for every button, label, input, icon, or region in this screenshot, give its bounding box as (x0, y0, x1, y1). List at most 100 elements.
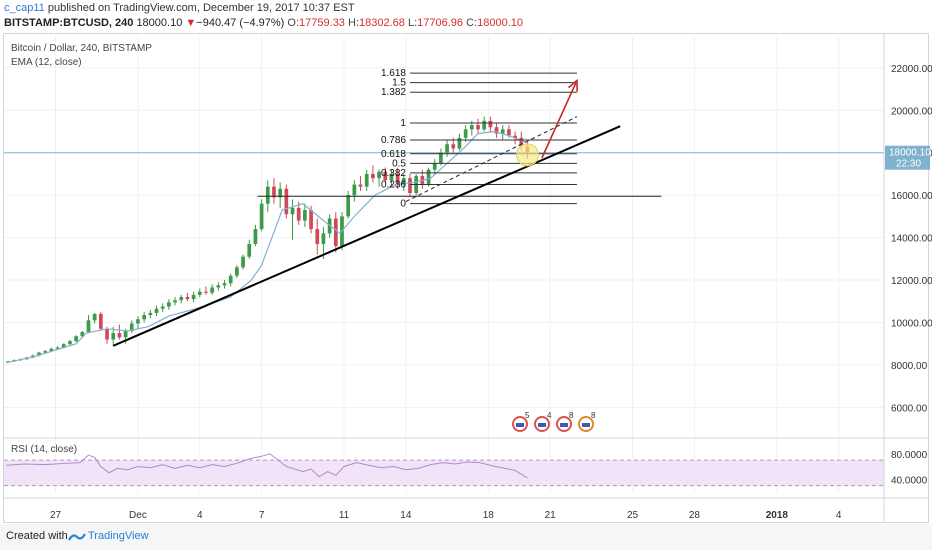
time-tick-label: 14 (400, 510, 412, 521)
candle-body (136, 319, 140, 324)
candle-body (204, 291, 208, 293)
price-tick-label: 14000.00 (891, 234, 932, 245)
target-arrow-line (541, 80, 578, 159)
candle-body (494, 127, 499, 134)
event-flag-stripe (582, 423, 590, 427)
candle-body (111, 333, 116, 340)
fib-level-label: 0.786 (381, 135, 406, 146)
footer: Created with TradingView (0, 524, 932, 550)
time-tick-label: 18 (483, 510, 495, 521)
countdown-label: 22:30 (896, 159, 921, 170)
event-count-label: 5 (525, 411, 530, 420)
fib-level-label: 0.382 (381, 168, 406, 179)
candle-body (469, 125, 474, 130)
candle-body (191, 294, 196, 300)
candle-body (197, 291, 202, 295)
candle-body (426, 169, 431, 185)
event-flag-stripe (538, 423, 546, 427)
price-tick-label: 8000.00 (891, 361, 928, 372)
tradingview-logo-icon (68, 533, 86, 541)
candle-body (222, 283, 227, 286)
candle-body (235, 267, 239, 276)
candle-body (315, 229, 320, 244)
high-label: H: (348, 17, 359, 29)
tradingview-link[interactable]: TradingView (88, 530, 149, 542)
candle-body (445, 144, 449, 153)
close-label: C: (466, 17, 478, 29)
rsi-tick-label: 80.0000 (891, 450, 928, 461)
candle-body (408, 178, 412, 194)
fib-level-label: 0.5 (392, 158, 406, 169)
candle-body (451, 144, 456, 149)
time-tick-label: 4 (197, 510, 203, 521)
rsi-tick-label: 40.0000 (891, 475, 928, 486)
quote-line: BITSTAMP:BTCUSD, 240 18000.10 ▼−940.47 (… (4, 17, 523, 29)
candle-body (333, 218, 338, 247)
time-tick-label: 7 (259, 510, 265, 521)
rsi-legend[interactable]: RSI (14, close) (11, 444, 78, 455)
time-tick-label: 25 (627, 510, 639, 521)
candle-body (519, 137, 524, 147)
candle-body (61, 344, 66, 348)
close-value: 18000.10 (477, 17, 523, 29)
price-tick-label: 10000.00 (891, 318, 932, 329)
candle-body (377, 171, 381, 179)
candle-body (296, 207, 301, 221)
last-price: 18000.10 (136, 17, 183, 29)
candle-body (80, 332, 85, 337)
event-count-label: 8 (591, 411, 596, 420)
candle-body (253, 229, 258, 244)
candle-body (117, 333, 122, 338)
price-change: −940.47 (−4.97%) (196, 17, 285, 29)
publish-header: c_cap11 published on TradingView.com, De… (0, 0, 932, 32)
price-tick-label: 20000.00 (891, 106, 932, 117)
author-link[interactable]: c_cap11 (4, 2, 45, 14)
open-value: 17759.33 (299, 17, 345, 29)
price-tick-label: 12000.00 (891, 276, 932, 287)
price-tick-label: 22000.00 (891, 64, 932, 75)
candle-body (482, 120, 487, 130)
ema-legend[interactable]: EMA (12, close) (11, 57, 82, 68)
event-markers[interactable]: 5 4 8 8 (512, 411, 596, 432)
last-price-label: 18000.10 (889, 148, 931, 159)
candle-body (371, 173, 375, 179)
candle-body (507, 129, 511, 136)
chart-frame (3, 33, 929, 523)
fib-trend-dashed-line (405, 116, 578, 202)
event-flag-stripe (516, 423, 524, 427)
open-label: O: (287, 17, 300, 29)
price-tick-label: 16000.00 (891, 191, 932, 202)
candle-body (55, 347, 60, 349)
event-count-label: 8 (569, 411, 574, 420)
fib-level-label: 1.5 (392, 78, 406, 89)
candle-body (216, 285, 221, 288)
event-flag-stripe (560, 423, 568, 427)
change-down-icon: ▼ (185, 17, 197, 29)
candle-body (395, 173, 400, 185)
ema-line (5, 130, 526, 364)
event-count-label: 4 (547, 411, 552, 420)
candle-body (457, 137, 462, 149)
candle-body (364, 173, 369, 187)
candle-body (290, 207, 295, 215)
candle-body (476, 125, 480, 130)
candle-body (463, 129, 468, 138)
candle-body (179, 297, 184, 301)
candle-body (99, 313, 103, 329)
candle-body (49, 348, 54, 352)
candle-body (303, 210, 307, 221)
candle-body (383, 171, 388, 181)
fib-level-label: 0.618 (381, 149, 406, 160)
candle-body (228, 275, 233, 284)
candle-body (43, 351, 48, 353)
candle-body (185, 297, 190, 300)
fib-level-label: 0.236 (381, 180, 406, 191)
time-tick-label: Dec (129, 510, 147, 521)
candle-body (309, 210, 313, 230)
candle-body (278, 188, 283, 198)
fib-level-label: 0 (400, 199, 406, 210)
time-tick-label: 2018 (766, 510, 789, 521)
axes: 6000.00 8000.00 10000.00 12000.00 14000.00 16… (4, 34, 932, 522)
